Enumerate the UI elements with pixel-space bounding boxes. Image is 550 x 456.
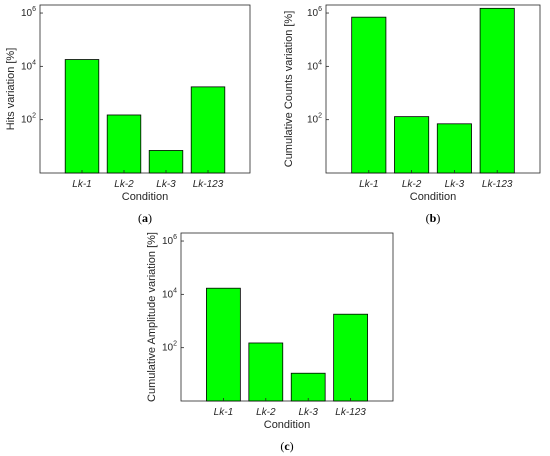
bar-c-lk-2 (248, 342, 284, 402)
bar-a-lk-2 (106, 114, 142, 174)
x-tick-label-c-lk-3: Lk-3 (298, 407, 318, 418)
y-ticks-c: 102 104 106 (162, 234, 184, 354)
panel-label-b: (b) (426, 211, 441, 225)
y-tick-label-b-2: 102 (307, 113, 322, 126)
x-tick-label-a-lk-3: Lk-3 (156, 179, 176, 190)
x-tick-label-b-lk-1: Lk-1 (359, 179, 378, 190)
chart-panel-b: 102 104 106 Lk-1 Lk-2 Lk-3 Lk-123 Condition C… (283, 4, 541, 225)
bar-c-lk-123 (333, 313, 368, 402)
panel-label-c: (c) (280, 439, 293, 453)
x-axis-label-b: Condition (410, 191, 456, 203)
y-tick-label-c-4: 104 (162, 287, 177, 300)
x-categories-b: Lk-1 Lk-2 Lk-3 Lk-123 (359, 170, 513, 190)
bar-c-lk-3 (290, 372, 326, 402)
bar-b-lk-1 (351, 16, 387, 174)
x-tick-label-a-lk-1: Lk-1 (72, 179, 91, 190)
y-tick-label-a-2: 102 (21, 113, 36, 126)
y-axis-label-b: Cumulative Counts variation [%] (283, 11, 295, 168)
bar-a-lk-123 (190, 86, 226, 174)
y-tick-label-b-6: 106 (307, 6, 322, 19)
bar-b-lk-2 (394, 116, 430, 174)
y-ticks-a: 102 104 106 (21, 6, 43, 126)
y-tick-label-b-4: 104 (307, 59, 322, 72)
panel-label-a: (a) (138, 211, 152, 225)
x-categories-c: Lk-1 Lk-2 Lk-3 Lk-123 (214, 398, 366, 418)
chart-panel-c: 102 104 106 Lk-1 Lk-2 Lk-3 Lk-123 Condition C… (146, 232, 394, 453)
bar-b-lk-3 (436, 123, 472, 174)
y-axis-label-c: Cumulative Amplitude variation [%] (146, 232, 158, 402)
x-tick-label-a-lk-123: Lk-123 (193, 179, 224, 190)
bar-a-lk-1 (64, 59, 100, 174)
bar-a-lk-3 (148, 150, 184, 174)
bars-b (351, 7, 515, 174)
y-tick-label-a-4: 104 (21, 59, 36, 72)
bar-b-lk-123 (479, 7, 515, 174)
x-tick-label-b-lk-2: Lk-2 (402, 179, 422, 190)
chart-panel-a: 102 104 106 Lk-1 Lk-2 Lk-3 Lk-123 Condition H… (5, 4, 251, 225)
x-tick-label-c-lk-123: Lk-123 (335, 407, 366, 418)
y-tick-label-c-6: 106 (162, 234, 177, 247)
y-tick-label-c-2: 102 (162, 341, 177, 354)
bars-a (64, 59, 226, 174)
x-tick-label-a-lk-2: Lk-2 (114, 179, 134, 190)
x-tick-label-c-lk-1: Lk-1 (214, 407, 233, 418)
x-categories-a: Lk-1 Lk-2 Lk-3 Lk-123 (72, 170, 224, 190)
bar-c-lk-1 (206, 287, 241, 402)
y-axis-label-a: Hits variation [%] (5, 48, 17, 131)
x-tick-label-b-lk-123: Lk-123 (482, 179, 513, 190)
x-axis-label-c: Condition (264, 419, 310, 431)
bars-c (206, 287, 368, 402)
x-axis-label-a: Condition (122, 191, 168, 203)
y-ticks-b: 102 104 106 (307, 6, 329, 126)
x-tick-label-c-lk-2: Lk-2 (256, 407, 276, 418)
x-tick-label-b-lk-3: Lk-3 (445, 179, 465, 190)
y-tick-label-a-6: 106 (21, 6, 36, 19)
